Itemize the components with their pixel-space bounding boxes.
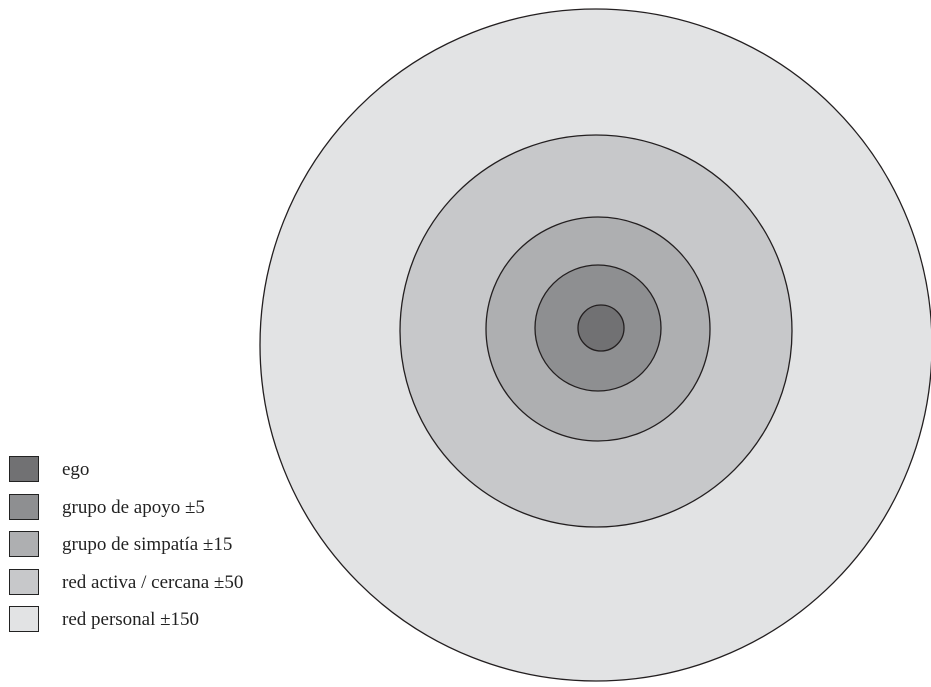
ring-ego	[577, 304, 625, 352]
legend-label: red activa / cercana ±50	[62, 571, 244, 593]
legend-swatch	[9, 493, 39, 520]
legend-swatch	[9, 531, 39, 557]
legend-label: grupo de simpatía ±15	[62, 534, 233, 555]
legend-swatch	[9, 568, 39, 595]
circle-group	[259, 8, 931, 682]
legend-swatch	[9, 606, 39, 632]
legend-label: red personal ±150	[62, 609, 200, 630]
legend-swatch	[9, 456, 39, 482]
legend-item-red-activa: red activa / cercana ±50	[9, 568, 329, 607]
legend-item-grupo-simpatia: grupo de simpatía ±15	[9, 531, 329, 569]
legend-item-red-personal: red personal ±150	[9, 606, 329, 644]
legend: ego grupo de apoyo ±5 grupo de simpatía …	[9, 456, 329, 644]
legend-label: grupo de apoyo ±5	[62, 496, 205, 518]
legend-label: ego	[62, 459, 90, 480]
legend-item-grupo-apoyo: grupo de apoyo ±5	[9, 493, 329, 532]
legend-item-ego: ego	[9, 456, 329, 494]
